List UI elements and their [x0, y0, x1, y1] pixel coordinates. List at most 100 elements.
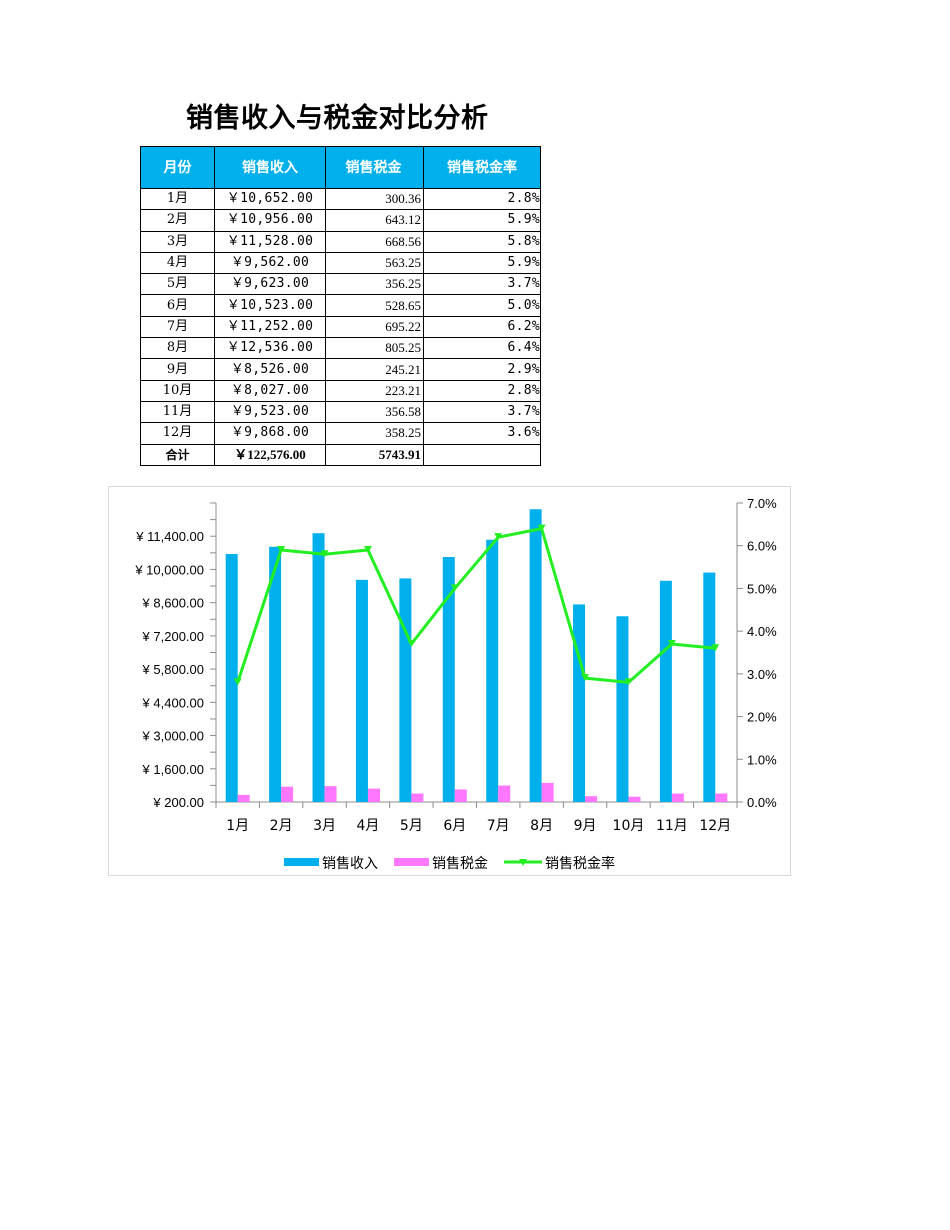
rate-marker [581, 674, 590, 682]
x-axis-label: 11月 [656, 818, 688, 834]
cell-month: 6月 [140, 294, 215, 317]
x-axis-label: 5月 [400, 818, 423, 834]
cell-tax: 300.36 [325, 187, 424, 211]
tax-bar [281, 786, 294, 802]
total-revenue: ￥122,576.00 [214, 443, 326, 466]
table-row: 3月 ￥11,528.00 668.56 5.8% [140, 230, 541, 253]
table-row: 2月 ￥10,956.00 643.12 5.9% [140, 209, 541, 232]
legend-label: 销售税金 [432, 856, 488, 872]
header-revenue: 销售收入 [214, 146, 326, 189]
table-row: 1月 ￥10,652.00 300.36 2.8% [140, 187, 541, 211]
table-row: 9月 ￥8,526.00 245.21 2.9% [140, 358, 541, 381]
table-row: 4月 ￥9,562.00 563.25 5.9% [140, 251, 541, 275]
tax-bar [585, 796, 598, 802]
cell-month: 7月 [140, 315, 215, 339]
table-row: 6月 ￥10,523.00 528.65 5.0% [140, 294, 541, 317]
cell-tax: 356.58 [325, 400, 424, 424]
right-axis-label: 2.0% [747, 710, 777, 725]
rate-marker [494, 533, 503, 541]
cell-tax: 643.12 [325, 209, 424, 232]
revenue-bar [659, 580, 672, 802]
left-axis-label: ¥ 8,600.00 [142, 596, 204, 611]
right-axis-label: 6.0% [747, 539, 777, 554]
right-axis-label: 5.0% [747, 581, 777, 596]
rate-marker [277, 545, 286, 553]
table-total-row: 合计 ￥122,576.00 5743.91 [140, 443, 541, 466]
rate-marker [711, 644, 720, 652]
cell-rate: 3.7% [423, 400, 541, 424]
total-label: 合计 [140, 443, 215, 466]
left-axis-label: ¥ 10,000.00 [134, 562, 204, 577]
x-axis-label: 9月 [574, 818, 597, 834]
rate-marker [537, 524, 546, 532]
tax-bar [671, 793, 684, 802]
rate-marker [320, 550, 329, 558]
tax-bar [498, 785, 511, 802]
table-row: 7月 ￥11,252.00 695.22 6.2% [140, 315, 541, 339]
tax-bar [715, 793, 728, 802]
header-rate: 销售税金率 [423, 146, 541, 189]
cell-revenue: ￥11,252.00 [214, 315, 326, 339]
right-axis-label: 7.0% [747, 496, 777, 511]
revenue-bar [573, 604, 586, 802]
total-rate [423, 443, 541, 466]
revenue-bar [355, 579, 368, 802]
left-axis-label: ¥ 11,400.00 [135, 529, 204, 544]
cell-rate: 5.8% [423, 230, 541, 253]
sales-tax-table: 月份 销售收入 销售税金 销售税金率 1月 ￥10,652.00 300.36 2.8… [140, 146, 541, 466]
legend-marker [519, 859, 527, 866]
rate-marker [450, 584, 459, 592]
tax-bar [454, 789, 467, 802]
cell-month: 11月 [140, 400, 215, 424]
left-axis-label: ¥ 5,800.00 [142, 662, 204, 677]
cell-month: 3月 [140, 230, 215, 253]
tax-bar [628, 796, 641, 802]
chart-canvas: ¥ 200.00 ¥ 1,600.00 ¥ 3,000.00 ¥ 4,400.00 ¥ … [134, 496, 777, 872]
cell-month: 5月 [140, 273, 215, 296]
cell-tax: 528.65 [325, 294, 424, 317]
table-header-row: 月份 销售收入 销售税金 销售税金率 [140, 146, 541, 189]
header-tax: 销售税金 [325, 146, 424, 189]
cell-rate: 2.8% [423, 379, 541, 402]
cell-month: 4月 [140, 251, 215, 275]
right-axis-label: 3.0% [747, 667, 777, 682]
cell-rate: 5.9% [423, 251, 541, 275]
right-axis-label: 1.0% [747, 752, 777, 767]
cell-revenue: ￥9,562.00 [214, 251, 326, 275]
legend-swatch [284, 858, 319, 866]
right-axis-label: 0.0% [747, 795, 777, 810]
tax-bar [237, 794, 250, 802]
table-row: 11月 ￥9,523.00 356.58 3.7% [140, 400, 541, 424]
cell-revenue: ￥10,652.00 [214, 187, 326, 211]
cell-month: 2月 [140, 209, 215, 232]
cell-revenue: ￥10,523.00 [214, 294, 326, 317]
left-axis-label: ¥ 7,200.00 [142, 629, 204, 644]
cell-revenue: ￥9,868.00 [214, 422, 326, 445]
sales-tax-chart: ¥ 200.00 ¥ 1,600.00 ¥ 3,000.00 ¥ 4,400.00 ¥ … [108, 486, 791, 876]
cell-rate: 6.4% [423, 337, 541, 360]
rate-marker [624, 678, 633, 686]
cell-tax: 563.25 [325, 251, 424, 275]
rate-marker [363, 545, 372, 553]
page-title: 销售收入与税金对比分析 [186, 103, 489, 134]
cell-month: 12月 [140, 422, 215, 445]
cell-tax: 668.56 [325, 230, 424, 253]
cell-month: 8月 [140, 337, 215, 360]
table-row: 10月 ￥8,027.00 223.21 2.8% [140, 379, 541, 402]
cell-month: 9月 [140, 358, 215, 381]
cell-tax: 245.21 [325, 358, 424, 381]
cell-revenue: ￥9,523.00 [214, 400, 326, 424]
rate-marker [407, 639, 416, 647]
cell-rate: 2.8% [423, 187, 541, 211]
table-row: 8月 ￥12,536.00 805.25 6.4% [140, 337, 541, 360]
x-axis-label: 12月 [699, 818, 731, 834]
cell-tax: 356.25 [325, 273, 424, 296]
revenue-bar [442, 557, 455, 802]
x-axis-label: 4月 [356, 818, 379, 834]
revenue-bar [399, 578, 412, 802]
cell-revenue: ￥10,956.00 [214, 209, 326, 232]
table-row: 5月 ￥9,623.00 356.25 3.7% [140, 273, 541, 296]
legend-label: 销售收入 [322, 856, 378, 872]
header-month: 月份 [140, 146, 215, 189]
cell-month: 1月 [140, 187, 215, 211]
